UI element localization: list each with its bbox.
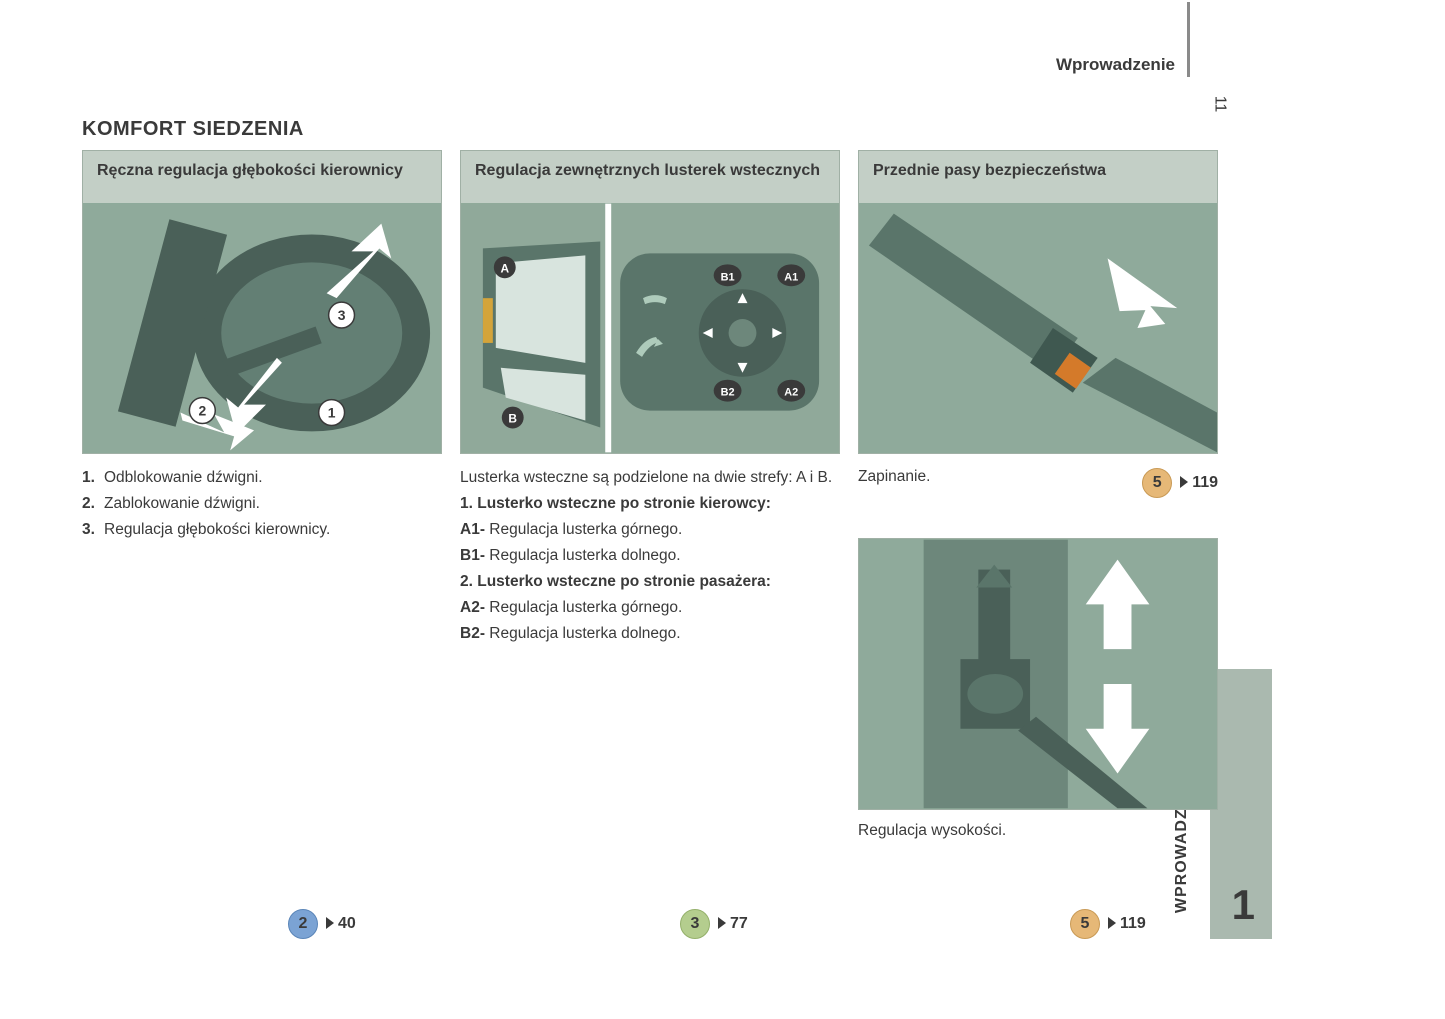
column-steering: Ręczna regulacja głębokości kierownicy 3 — [82, 150, 442, 544]
page-ref-mirrors: 3 77 — [680, 909, 748, 939]
mirror-line: Regulacja lusterka dolnego. — [489, 547, 680, 564]
ref-page: 77 — [718, 915, 748, 933]
manual-page: Wprowadzenie 11 WPROWADZENIE 1 KOMFORT S… — [0, 0, 1445, 1019]
breadcrumb-divider — [1187, 2, 1190, 77]
section-tab-number: 1 — [1232, 881, 1255, 929]
chapter-chip: 5 — [1142, 468, 1172, 498]
seatbelt-caption2: Regulacja wysokości. — [858, 822, 1218, 840]
svg-text:A: A — [500, 261, 509, 275]
mirror-line: Regulacja lusterka górnego. — [489, 599, 682, 616]
svg-text:A2: A2 — [784, 387, 798, 399]
step-num: 3. — [82, 518, 104, 542]
illustration-seatbelt-height — [859, 539, 1217, 809]
ref-page: 119 — [1180, 474, 1218, 492]
svg-text:B2: B2 — [721, 387, 735, 399]
illustration-seatbelt-fasten — [859, 203, 1217, 453]
mirror-text: Lusterka wsteczne są podzielone na dwie … — [460, 466, 840, 646]
mirror-line: Regulacja lusterka dolnego. — [489, 625, 680, 642]
page-ref-steering: 2 40 — [288, 909, 356, 939]
svg-text:1: 1 — [328, 405, 336, 421]
chapter-chip: 2 — [288, 909, 318, 939]
mirror-line: 2. Lusterko wsteczne po stronie pasażera… — [460, 570, 840, 594]
card-steering-adjust: Ręczna regulacja głębokości kierownicy 3 — [82, 150, 442, 454]
column-mirrors: Regulacja zewnętrznych lusterek wsteczny… — [460, 150, 840, 648]
card-seatbelt-height — [858, 538, 1218, 810]
steering-steps: 1.Odblokowanie dźwigni. 2.Zablokowanie d… — [82, 466, 442, 542]
step-num: 2. — [82, 492, 104, 516]
seatbelt-caption: Zapinanie. — [858, 468, 930, 485]
card-mirror-adjust: Regulacja zewnętrznych lusterek wsteczny… — [460, 150, 840, 454]
chapter-chip: 5 — [1070, 909, 1100, 939]
step-text: Odblokowanie dźwigni. — [104, 469, 263, 486]
seatbelt-caption-row: Zapinanie. 5 119 — [858, 468, 1218, 508]
triangle-icon — [1180, 476, 1188, 488]
triangle-icon — [326, 917, 334, 929]
triangle-icon — [718, 917, 726, 929]
mirror-line: 1. Lusterko wsteczne po stronie kierowcy… — [460, 492, 840, 516]
svg-text:2: 2 — [198, 403, 206, 419]
illustration-steering: 3 2 1 — [83, 203, 441, 453]
svg-text:3: 3 — [338, 307, 346, 323]
card-title: Regulacja zewnętrznych lusterek wsteczny… — [461, 151, 839, 203]
card-title: Przednie pasy bezpieczeństwa — [859, 151, 1217, 203]
step-num: 1. — [82, 466, 104, 490]
mirror-line: Regulacja lusterka górnego. — [489, 521, 682, 538]
card-title: Ręczna regulacja głębokości kierownicy — [83, 151, 441, 203]
page-title: KOMFORT SIEDZENIA — [82, 118, 304, 141]
step-text: Regulacja głębokości kierownicy. — [104, 521, 330, 538]
illustration-mirrors: A B B1 A1 B2 A2 — [461, 203, 839, 453]
breadcrumb: Wprowadzenie — [1056, 55, 1175, 75]
triangle-icon — [1108, 917, 1116, 929]
ref-page: 40 — [326, 915, 356, 933]
column-seatbelts: Przednie pasy bezpieczeństwa Zapinanie. … — [858, 150, 1218, 840]
svg-text:A1: A1 — [784, 271, 798, 283]
svg-text:B1: B1 — [721, 271, 735, 283]
page-number: 11 — [1211, 96, 1229, 113]
step-text: Zablokowanie dźwigni. — [104, 495, 260, 512]
mirror-intro: Lusterka wsteczne są podzielone na dwie … — [460, 466, 840, 490]
card-seatbelt-fasten: Przednie pasy bezpieczeństwa — [858, 150, 1218, 454]
svg-text:B: B — [508, 412, 517, 426]
page-ref: 5 119 — [1142, 468, 1218, 498]
page-ref-seatbelt: 5 119 — [1070, 909, 1146, 939]
ref-page: 119 — [1108, 915, 1146, 933]
chapter-chip: 3 — [680, 909, 710, 939]
